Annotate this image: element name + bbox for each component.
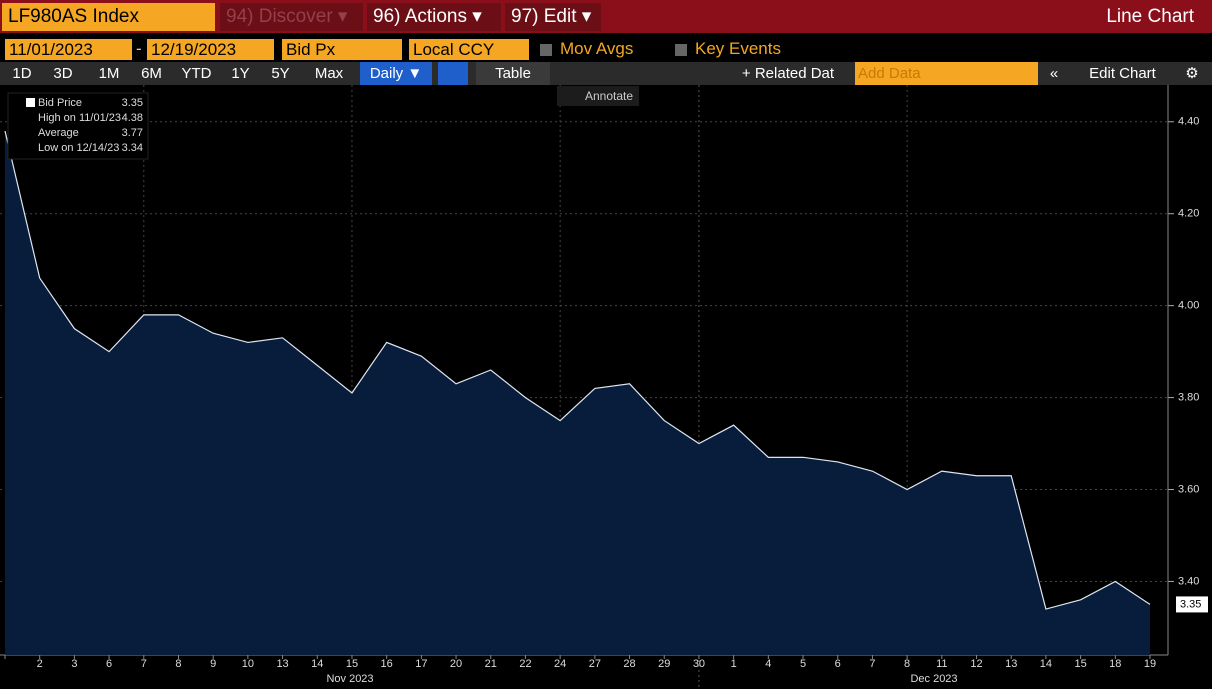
add-data[interactable]: Add Data [855, 62, 1038, 85]
x-tick-label: 6 [835, 658, 841, 670]
y-tick-label: 4.20 [1178, 208, 1199, 220]
x-tick-label: 8 [175, 658, 181, 670]
settings[interactable]: ⚙ [1185, 65, 1199, 82]
period-button[interactable]: 3D [53, 65, 73, 82]
frequency[interactable]: Daily ▼ [360, 62, 432, 85]
x-tick-label: 16 [381, 658, 393, 670]
date-separator: - [136, 39, 142, 58]
related-data[interactable]: + Related Dat [741, 65, 835, 82]
x-tick-label: 19 [1144, 658, 1156, 670]
x-tick-label: 15 [346, 658, 358, 670]
x-tick-label: 9 [210, 658, 216, 670]
chart: 3.403.603.804.004.204.402 3 6 7 8 9 10 13 14 15 16… [0, 85, 1208, 689]
x-tick-label: 20 [450, 658, 462, 670]
x-tick-label: 17 [415, 658, 427, 670]
discover-menu[interactable]: 94) Discover ▾ [220, 3, 363, 31]
key-events[interactable]: Key Events [695, 39, 781, 58]
currency-select[interactable]: Local CCY [409, 39, 529, 60]
collapse[interactable]: « [1049, 65, 1059, 82]
checkbox[interactable] [540, 44, 552, 56]
x-tick-label: 6 [106, 658, 112, 670]
actions-menu[interactable]: 96) Actions ▾ [367, 3, 501, 31]
period-button[interactable]: 5Y [271, 65, 290, 82]
x-tick-label: 21 [485, 658, 497, 670]
annotate-button[interactable]: Annotate [557, 86, 639, 106]
edit-menu[interactable]: 97) Edit ▾ [505, 3, 601, 31]
mov-avgs[interactable]: Mov Avgs [560, 39, 634, 58]
month-label: Dec 2023 [910, 673, 957, 685]
period-button[interactable]: 1Y [231, 65, 250, 82]
x-tick-label: 13 [1005, 658, 1017, 670]
stat-label: High on 11/01/23 [38, 112, 121, 124]
x-tick-label: 30 [693, 658, 705, 670]
checkbox[interactable] [675, 44, 687, 56]
stat-label: Average [38, 127, 79, 139]
table-button[interactable]: Table [476, 62, 550, 85]
period-button[interactable]: 1D [12, 65, 32, 82]
x-tick-label: 15 [1074, 658, 1086, 670]
x-tick-label: 3 [71, 658, 77, 670]
price-line [4, 130, 1151, 610]
x-tick-label: 24 [554, 658, 566, 670]
x-tick-label: 14 [311, 658, 323, 670]
x-tick-label: 5 [800, 658, 806, 670]
last-price-box [1176, 596, 1208, 613]
x-tick-label: 7 [869, 658, 875, 670]
stat-value: 3.34 [122, 142, 143, 154]
field-select[interactable]: Bid Px [282, 39, 402, 60]
stat-value: 4.38 [122, 112, 143, 124]
period-button[interactable]: 1M [98, 65, 120, 82]
x-tick-label: 13 [276, 658, 288, 670]
x-tick-label: 29 [658, 658, 670, 670]
x-tick-label: 27 [589, 658, 601, 670]
x-tick-label: 11 [936, 658, 947, 670]
x-tick-label: 7 [141, 658, 147, 670]
x-tick-label: 12 [970, 658, 982, 670]
x-tick-label: 10 [242, 658, 254, 670]
x-tick-label: 4 [765, 658, 771, 670]
legend-swatch [26, 98, 35, 107]
chart-icon[interactable] [438, 62, 468, 85]
y-tick-label: 3.80 [1178, 391, 1199, 403]
edit-chart[interactable]: Edit Chart [1089, 65, 1156, 82]
x-tick-label: 28 [623, 658, 635, 670]
end-date[interactable]: 12/19/2023 [147, 39, 274, 60]
x-tick-label: 14 [1040, 658, 1052, 670]
chart-type: Line Chart [1106, 6, 1194, 27]
stat-value: 3.77 [122, 127, 143, 139]
x-tick-label: 1 [731, 658, 737, 670]
y-tick-label: 4.40 [1178, 116, 1199, 128]
security-field[interactable]: LF980AS Index [2, 3, 215, 31]
x-tick-label: 18 [1109, 658, 1121, 670]
stat-label: Low on 12/14/23 [38, 142, 119, 154]
x-tick-label: 8 [904, 658, 910, 670]
area [5, 130, 1150, 655]
x-tick-label: 22 [519, 658, 531, 670]
period-button[interactable]: 6M [141, 65, 162, 82]
start-date[interactable]: 11/01/2023 [5, 39, 132, 60]
legend-value: 3.35 [122, 97, 143, 109]
y-tick-label: 3.60 [1178, 483, 1199, 495]
x-tick-label: 2 [37, 658, 43, 670]
month-label: Nov 2023 [326, 673, 373, 685]
legend-label: Bid Price [38, 97, 82, 109]
last-price-label: 3.35 [1180, 598, 1201, 610]
period-button[interactable]: Max [314, 65, 344, 82]
period-button[interactable]: YTD [181, 65, 212, 82]
y-tick-label: 4.00 [1178, 300, 1199, 312]
y-tick-label: 3.40 [1178, 575, 1199, 587]
